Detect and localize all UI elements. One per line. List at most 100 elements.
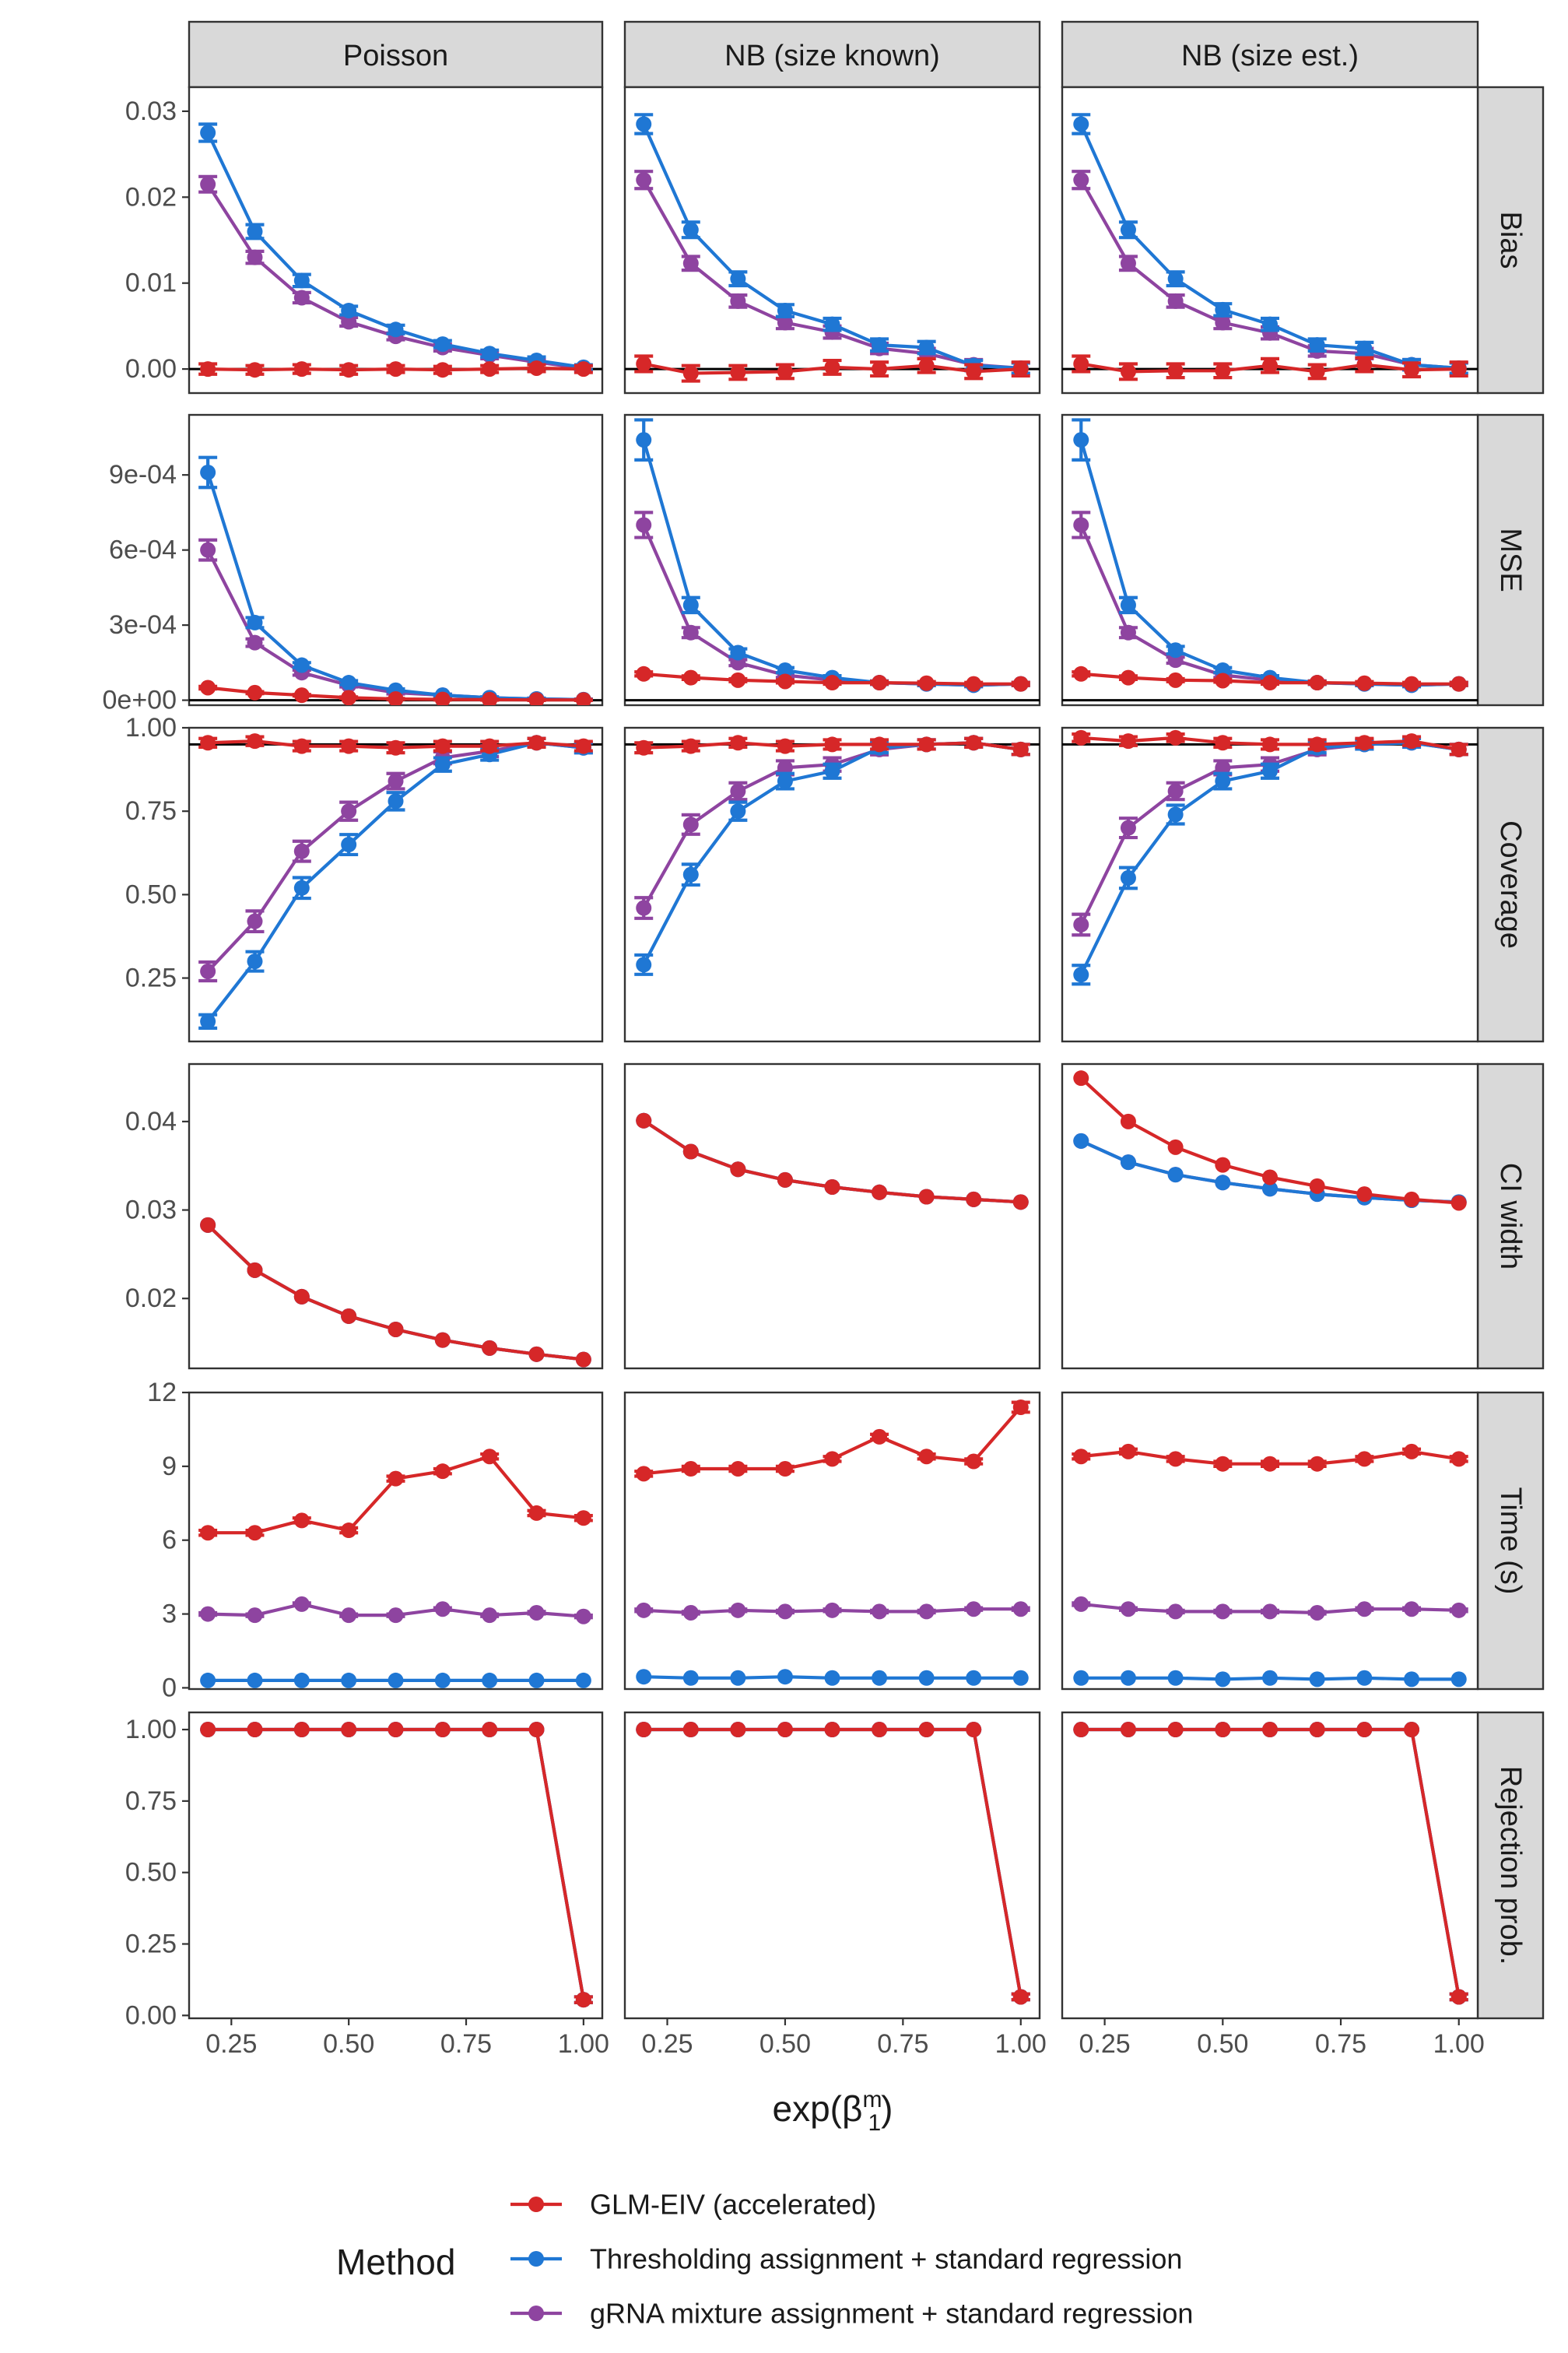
data-point [1120,1154,1136,1171]
data-point [1215,760,1231,776]
data-point [1120,624,1136,641]
data-point [1012,1399,1029,1415]
data-point [575,1672,591,1688]
panel-grid: Bias 0.00 0.01 0.02 0.03 MSE 0e+00 3e-04 6e-04 9e… [103,86,1545,2030]
data-point [1404,1191,1420,1207]
data-point [1120,1443,1136,1459]
panel-background [188,1711,604,2020]
data-point [293,290,310,306]
panel-plot-area [1072,1443,1468,1687]
panel-plot-area [625,735,1040,976]
data-point [293,1672,310,1688]
y-tick-label-coverage: 0.25 [125,964,177,993]
y-tick-label-mse: 0e+00 [103,686,177,715]
data-point [200,125,216,141]
data-point [682,1670,699,1686]
data-point [200,680,216,696]
panel-plot-area [1073,1070,1467,1211]
data-point [1356,340,1373,356]
data-point [1215,1722,1231,1738]
strip-nb-size-est [1061,20,1479,89]
data-point [1215,314,1231,331]
panel-time-s-nb-size-known [623,1391,1041,1691]
panel-bias-nb-size-est [1061,86,1479,395]
data-point [730,364,746,381]
y-tick-label-bias: 0.01 [125,269,177,298]
data-point [1215,673,1231,689]
data-point [1309,363,1325,380]
data-point [528,1722,545,1738]
data-point [682,365,699,381]
panel-rejection-prob-nb-size-known [623,1711,1041,2020]
data-point [434,738,451,754]
data-point [341,837,357,853]
data-point [293,1512,310,1529]
x-tick-label: 0.50 [323,2029,374,2059]
data-point [1120,1670,1136,1686]
data-point [1215,1175,1231,1191]
y-tick-label-coverage: 0.75 [125,796,177,826]
data-point [1356,675,1373,691]
panel-plot-area [200,1722,593,2008]
data-point [1262,763,1278,779]
data-point [824,763,840,779]
panel-background [623,1062,1041,1370]
data-point [1262,1169,1278,1185]
data-point [966,735,982,751]
panel-ci-width-nb-size-known [623,1062,1041,1370]
data-point [247,614,263,630]
data-point [1012,741,1029,757]
data-point [1120,363,1136,380]
data-point [682,624,699,641]
panel-background [188,1062,604,1370]
panel-bias-nb-size-known [623,86,1041,395]
y-tick-label-bias: 0.02 [125,182,177,212]
y-tick-label-coverage: 1.00 [125,713,177,743]
data-point [824,675,840,691]
data-point [918,1189,935,1205]
data-point [1120,1601,1136,1617]
data-point [434,1332,451,1348]
data-point [528,1346,545,1362]
data-point [1262,316,1278,332]
data-point [1120,869,1136,886]
data-point [1120,669,1136,686]
panel-background [188,1391,604,1691]
data-point [824,1670,840,1686]
panel-plot-area [189,122,602,378]
legend-item-thresholding-assignment-: Thresholding assignment + standard regre… [510,2243,1182,2275]
data-point [341,738,357,754]
legend-label: Thresholding assignment + standard regre… [590,2243,1182,2275]
data-point [247,634,263,651]
panel-plot-area [636,1112,1029,1210]
data-point [966,1601,982,1617]
data-point [575,692,591,705]
data-point [482,361,498,378]
data-point [1450,1671,1467,1687]
data-point [1262,1670,1278,1686]
data-point [434,1463,451,1480]
data-point [528,1604,545,1621]
data-point [777,303,793,319]
data-point [1167,1670,1184,1686]
data-point [682,1604,699,1621]
data-point [482,1722,498,1738]
data-point [247,913,263,929]
data-point [918,1449,935,1465]
x-title-superscript: m [862,2087,882,2112]
panel-mse-poisson [188,413,604,707]
data-point [1167,1722,1184,1738]
data-point [1450,676,1467,692]
data-point [824,359,840,375]
data-point [575,361,591,378]
data-point [824,316,840,332]
data-point [730,783,746,799]
data-point [730,672,746,688]
data-point [575,1351,591,1368]
x-tick-label: 0.25 [205,2029,257,2059]
data-point [1120,1113,1136,1129]
panel-plot-area [198,1449,593,1688]
data-point [1404,1671,1420,1687]
data-point [1356,356,1373,373]
data-point [341,803,357,820]
